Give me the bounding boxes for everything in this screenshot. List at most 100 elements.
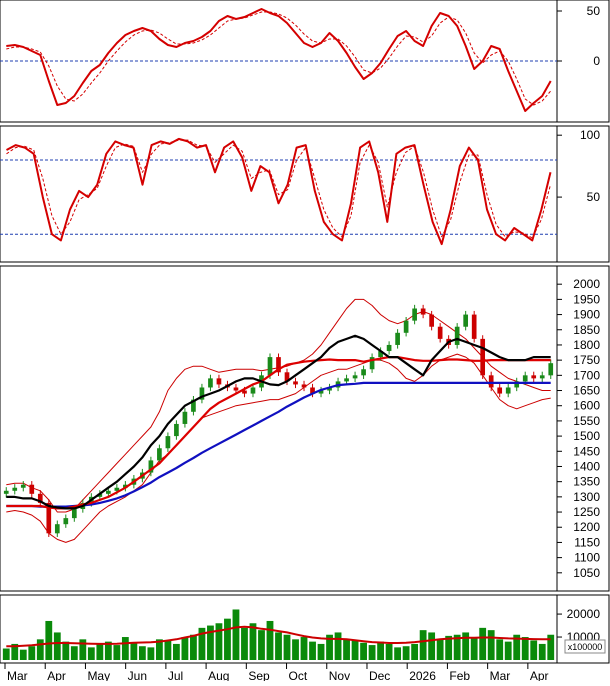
candle-body [191,399,196,412]
y-tick-label: 1500 [573,429,600,443]
volume-bar [11,643,19,660]
volume-bar [309,641,316,660]
volume-bar [343,639,350,660]
x-tick-label: 2026 [409,669,436,681]
y-tick-label: 1200 [573,520,600,534]
volume-bar [385,643,393,660]
volume-bar [470,637,478,660]
y-tick-label: 1150 [574,535,600,549]
candle-body [54,524,60,534]
volume-bar [147,647,155,660]
volume-bar [317,643,325,660]
volume-unit-box [564,639,606,654]
candle-body [403,320,409,333]
volume-bar [402,646,410,660]
y-tick-label: 1800 [573,338,600,352]
y-tick-label: 2000 [573,277,600,291]
panel-frame-2 [0,265,610,592]
candle-body [344,378,349,382]
candle-body [539,375,545,379]
x-tick-label: May [87,669,110,681]
panel-frame-3 [0,594,610,664]
volume-bar [547,634,555,660]
stochastic-oscillator-main-line [6,137,552,246]
candle-body [378,351,383,358]
volume-bar [207,625,214,660]
volume-bar [53,632,61,660]
volume-bar [394,647,402,660]
y-tick-label: 50 [587,4,601,18]
volume-bar [198,627,206,660]
volume-bar [130,642,138,660]
volume-bar [79,639,87,660]
candle-body [12,487,18,491]
candle-body [157,448,162,461]
volume-bar [377,641,384,660]
volume-bar [19,649,27,660]
volume-bar [104,641,112,660]
volume-bar [62,641,70,660]
volume-bar [411,643,419,660]
volume-bar [275,632,282,660]
volume-bar [521,637,529,660]
volume-bar [283,634,291,660]
volume-bar [351,640,359,660]
x-tick-label: Mar [490,669,511,681]
volume-bar [113,645,121,660]
volume-bar [258,630,265,660]
volume-bar [436,639,444,660]
candle-body [318,390,324,394]
candle-body [106,490,111,494]
x-tick-label: Oct [289,669,308,681]
volume-bar [326,634,333,660]
volume-unit-label: x100000 [568,642,603,652]
y-tick-label: 1400 [573,459,600,473]
candle-body [420,308,426,315]
candle-body [276,357,281,373]
volume-bar [138,646,146,660]
candle-body [531,375,537,379]
volume-bar [496,639,504,660]
volume-bar [479,627,487,660]
candle-body [327,387,332,391]
volume-bar [462,632,470,660]
volume-bar [70,646,78,660]
volume-bar [2,648,10,660]
band-upper-line [6,298,551,513]
x-tick-label: Apr [530,669,549,681]
x-tick-label: Jun [128,669,147,681]
candle-body [250,387,256,394]
ma-long-line [6,381,551,508]
volume-bar [504,641,512,660]
volume-bar [292,639,299,660]
candle-body [71,509,77,519]
volume-bar [530,640,538,660]
candle-body [267,357,273,376]
momentum-oscillator-signal-line [6,11,552,106]
y-tick-label: 1950 [573,292,600,306]
candle-body [233,387,239,391]
x-tick-label: Nov [329,669,350,681]
y-tick-label: 100 [580,128,600,142]
volume-bar [155,639,163,660]
candle-body [548,363,554,376]
volume-bar [513,634,521,660]
y-tick-label: 1450 [573,444,600,458]
candle-body [386,344,392,352]
volume-bar [173,643,180,660]
candle-body [522,375,528,382]
stochastic-oscillator-signal-line [6,139,551,239]
x-tick-label: Apr [47,669,66,681]
candle-body [429,314,434,327]
candle-body [63,518,69,525]
y-tick-label: 1350 [573,475,600,489]
volume-ma-line [6,625,551,648]
y-tick-label: 1750 [573,353,600,367]
volume-bar [190,634,197,660]
volume-bar [45,620,53,660]
volume-bar [445,635,453,660]
ma-short-line [6,334,551,510]
ma-mid-line [6,356,551,510]
volume-bar [28,646,36,660]
volume-bar [428,632,436,660]
